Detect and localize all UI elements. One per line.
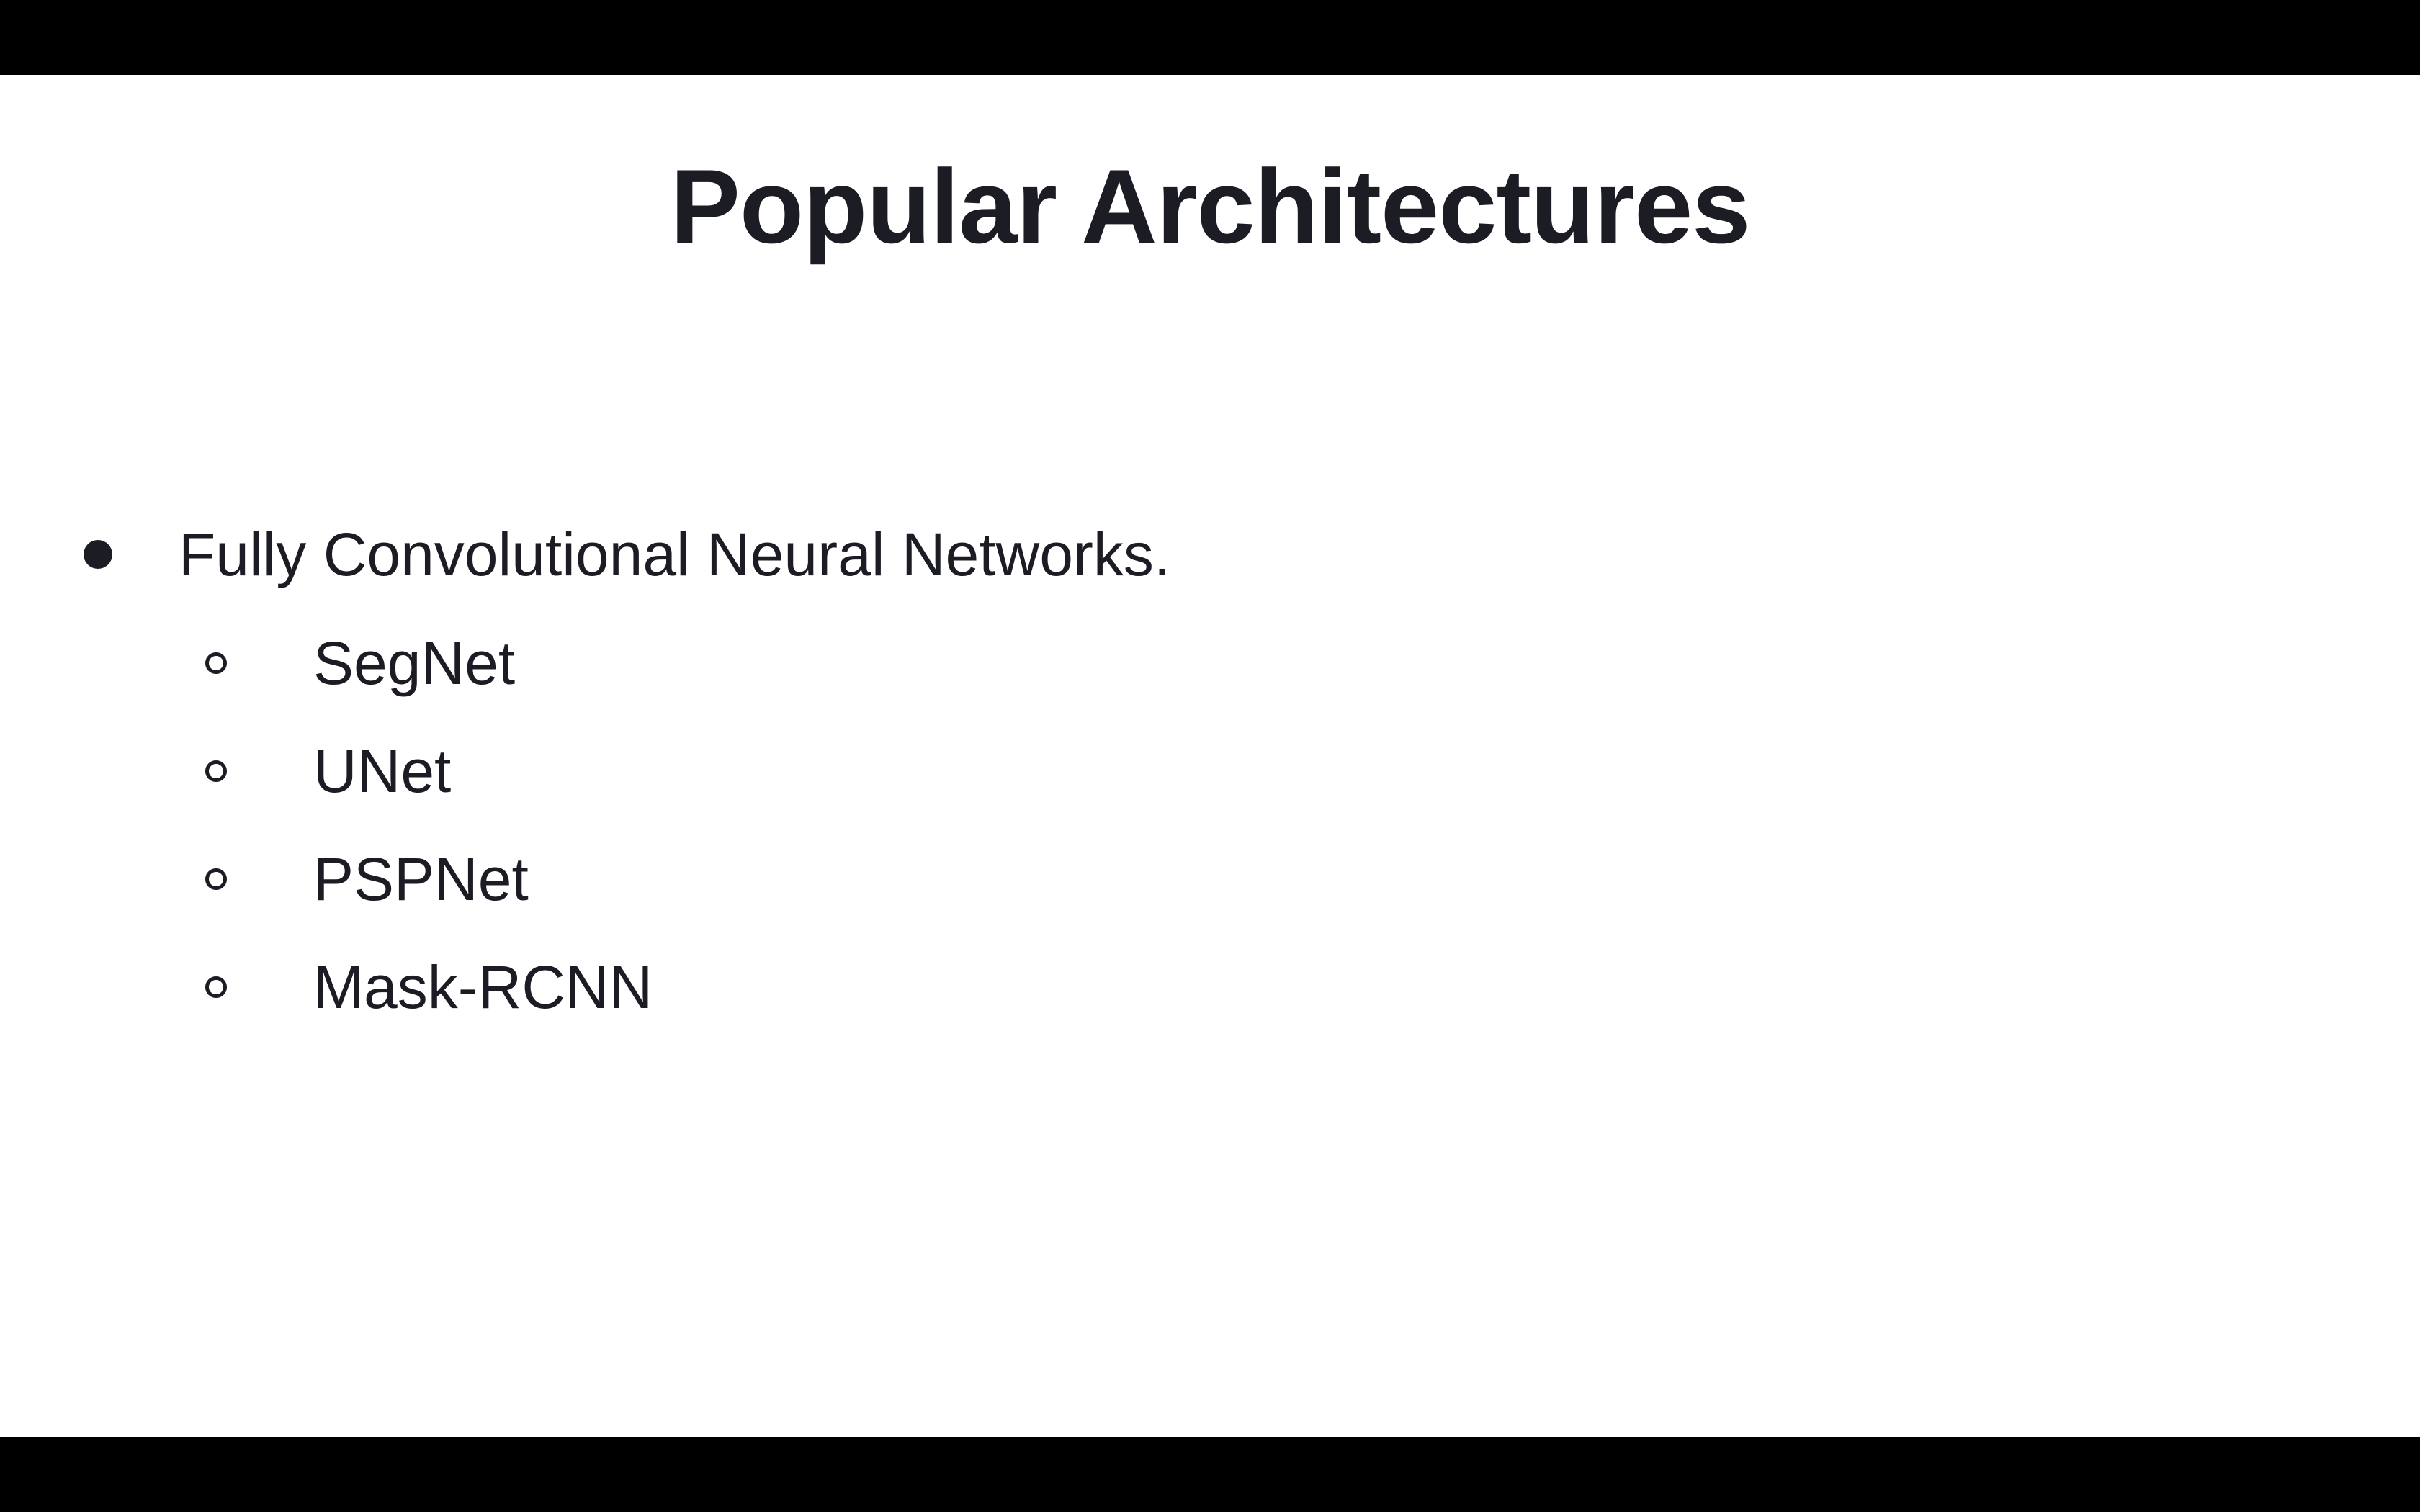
bullet-item-label: Fully Convolutional Neural Networks. bbox=[179, 521, 1171, 588]
sub-bullet-item-label: UNet bbox=[313, 737, 452, 805]
video-letterbox-bottom bbox=[0, 1437, 2420, 1512]
hollow-circle-icon bbox=[205, 868, 227, 890]
sub-bullet-item-label: PSPNet bbox=[313, 845, 529, 913]
hollow-circle-icon bbox=[205, 652, 227, 674]
sub-bullet-item: Mask-RCNN bbox=[205, 948, 653, 1027]
presentation-slide: Popular Architectures Fully Convolutiona… bbox=[0, 75, 2420, 1437]
sub-bullet-item-label: SegNet bbox=[313, 629, 516, 697]
sub-bullet-item: UNet bbox=[205, 732, 451, 811]
sub-bullet-item: SegNet bbox=[205, 624, 515, 703]
filled-circle-icon bbox=[84, 540, 112, 569]
hollow-circle-icon bbox=[205, 760, 227, 782]
hollow-circle-icon bbox=[205, 976, 227, 998]
sub-bullet-item: PSPNet bbox=[205, 840, 529, 919]
sub-bullet-item-label: Mask-RCNN bbox=[313, 953, 653, 1021]
slide-title: Popular Architectures bbox=[670, 148, 1751, 265]
bullet-item: Fully Convolutional Neural Networks. bbox=[84, 515, 1170, 594]
video-letterbox-top bbox=[0, 0, 2420, 75]
